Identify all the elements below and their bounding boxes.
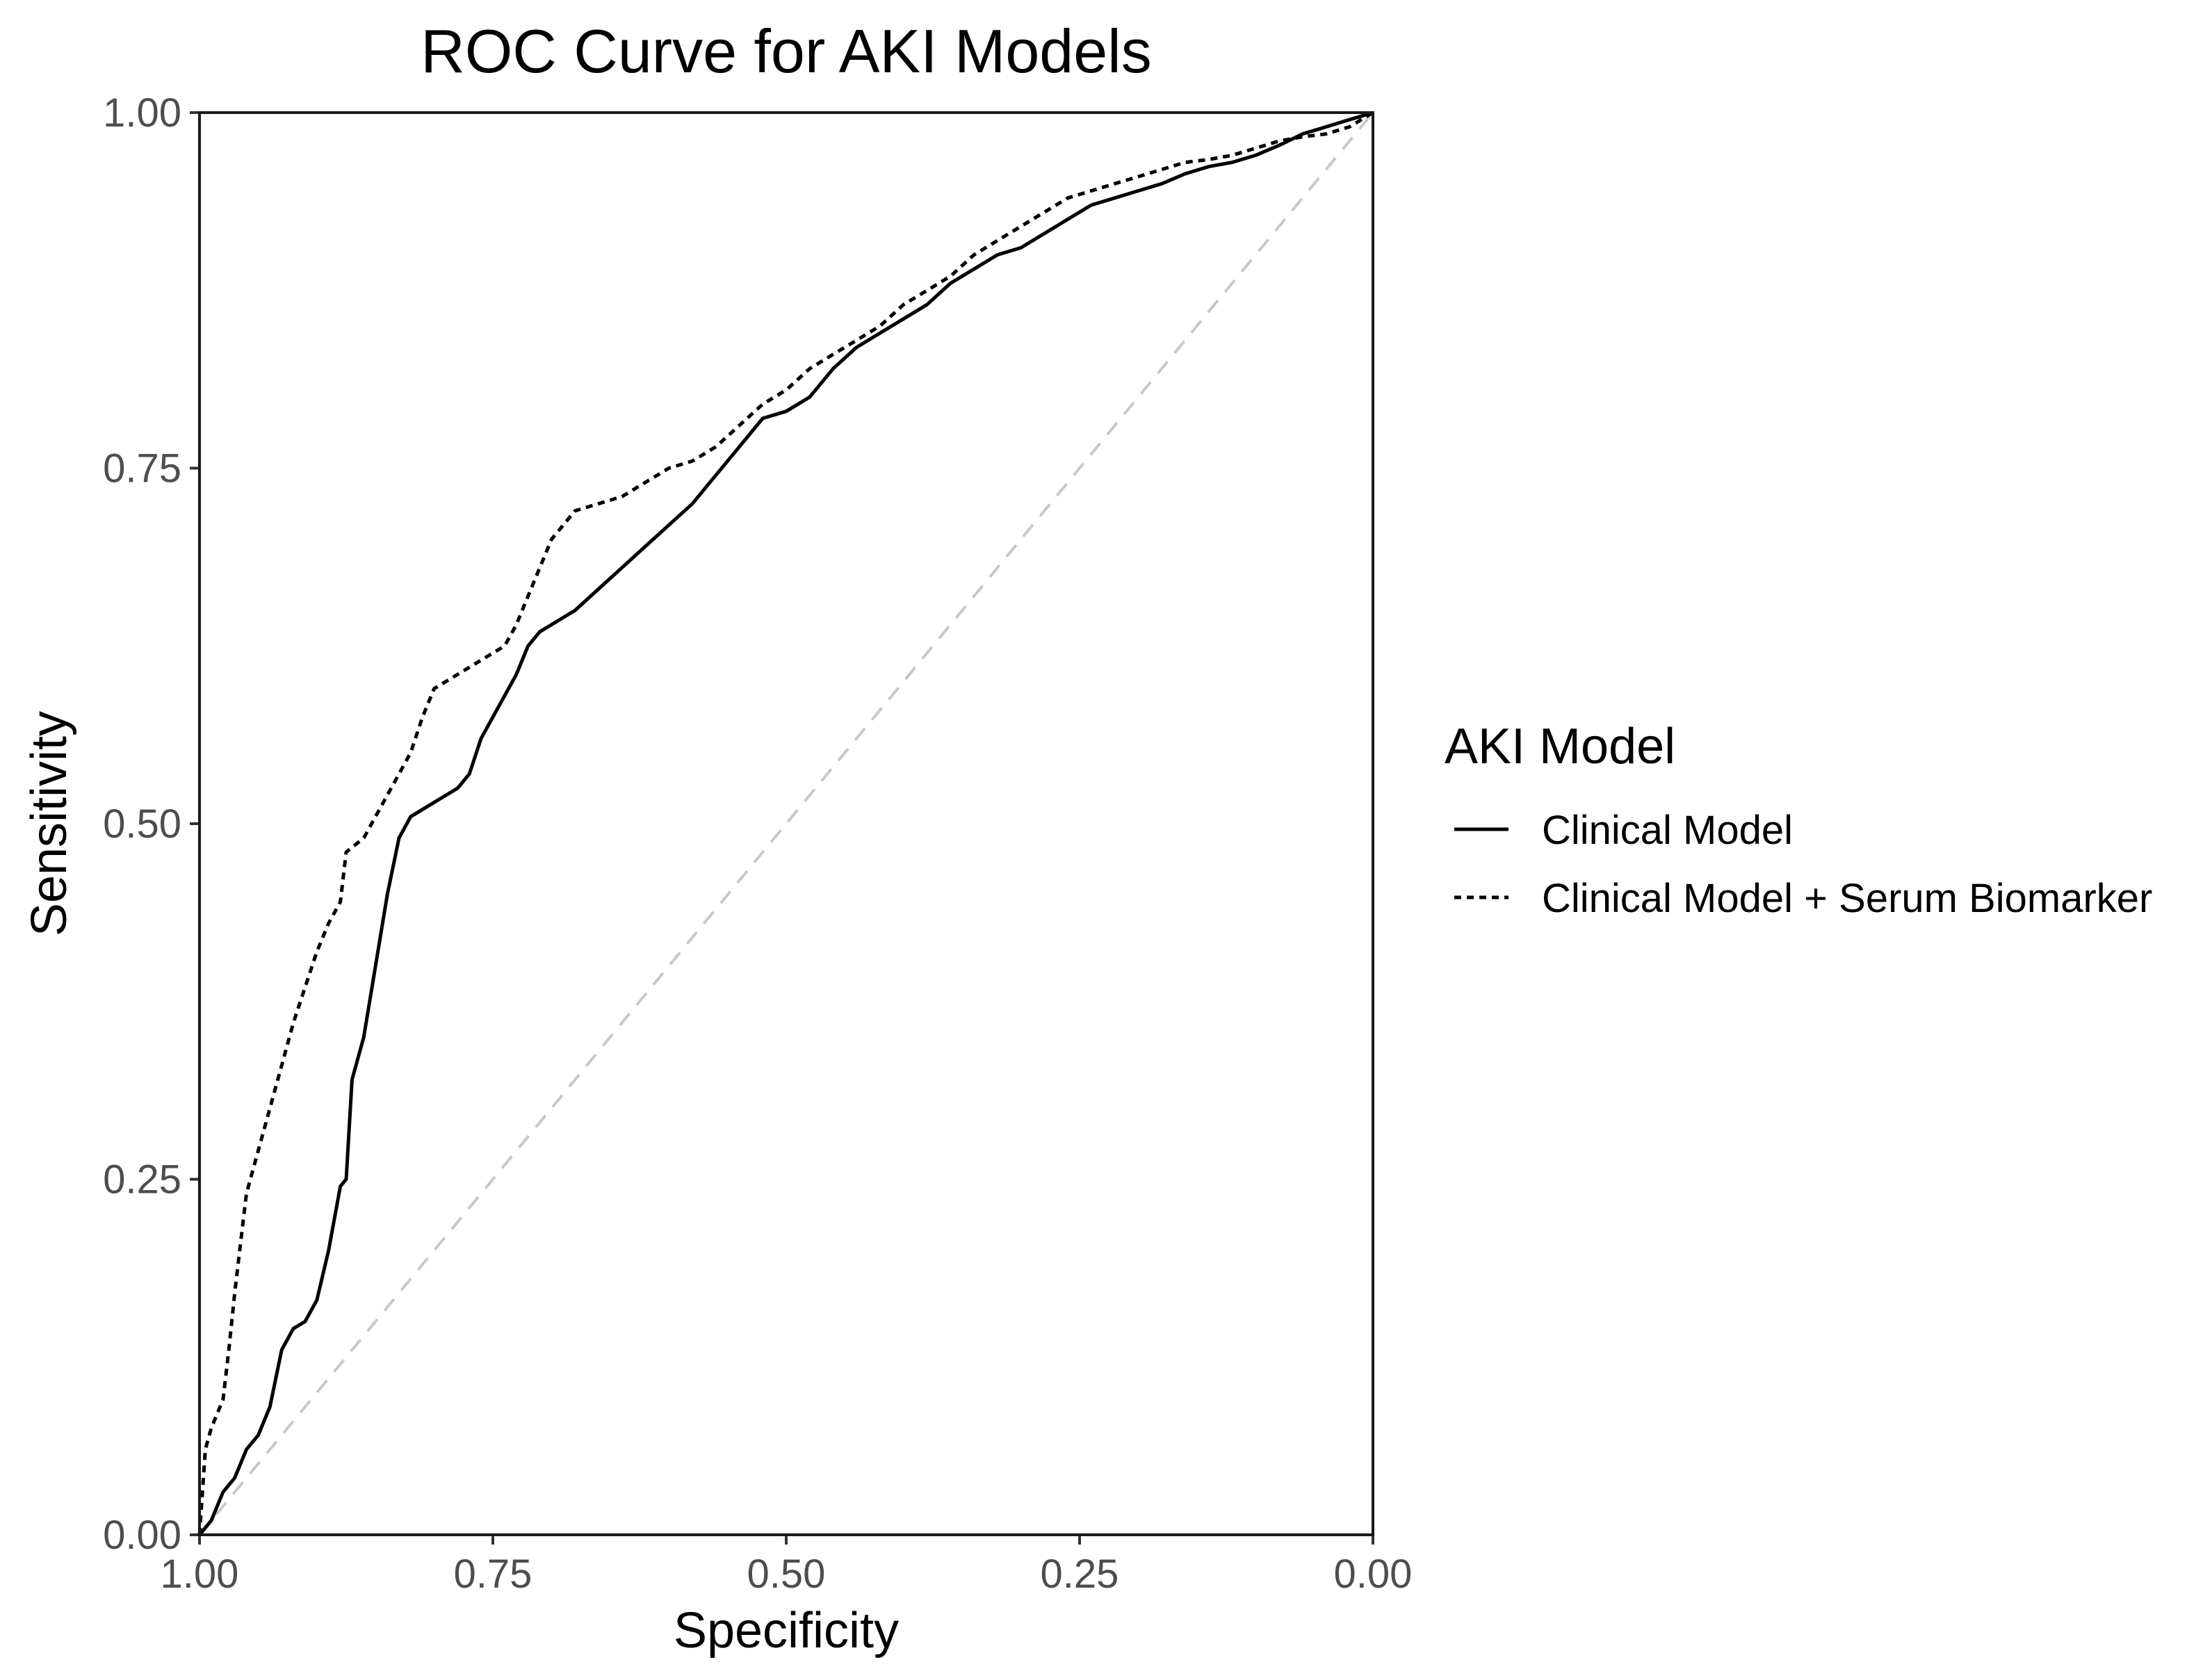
x-axis-ticks: 1.00 0.75 0.50 0.25 0.00 bbox=[161, 1535, 1413, 1597]
legend: AKI Model Clinical Model Clinical Model +… bbox=[1445, 719, 2152, 921]
x-tick-label: 1.00 bbox=[161, 1551, 239, 1597]
x-tick-label: 0.00 bbox=[1334, 1551, 1413, 1597]
y-tick-label: 0.00 bbox=[103, 1513, 181, 1558]
x-tick-label: 0.75 bbox=[454, 1551, 532, 1597]
legend-items: Clinical Model Clinical Model + Serum Bio… bbox=[1454, 808, 2152, 921]
x-axis-title: Specificity bbox=[674, 1603, 899, 1659]
y-tick-label: 0.50 bbox=[103, 801, 181, 847]
chart-title: ROC Curve for AKI Models bbox=[421, 17, 1151, 85]
plot-panel-border bbox=[198, 111, 1374, 1536]
x-tick-label: 0.25 bbox=[1041, 1551, 1119, 1597]
plot-lines bbox=[197, 111, 1374, 1536]
legend-title: AKI Model bbox=[1445, 719, 1675, 774]
x-tick-label: 0.50 bbox=[747, 1551, 826, 1597]
y-axis-title: Sensitivity bbox=[22, 711, 77, 936]
y-tick-label: 0.75 bbox=[103, 446, 181, 491]
legend-label-clinical-model: Clinical Model bbox=[1542, 808, 1793, 853]
legend-label-clinical-model-serum-biomarker: Clinical Model + Serum Biomarker bbox=[1542, 876, 2152, 921]
y-tick-label: 0.25 bbox=[103, 1157, 181, 1203]
y-axis-ticks: 0.00 0.25 0.50 0.75 1.00 bbox=[103, 90, 200, 1558]
y-tick-label: 1.00 bbox=[103, 90, 181, 136]
series-line-clinical-model-serum-biomarker bbox=[197, 111, 1374, 1536]
series-line-clinical-model bbox=[198, 111, 1374, 1536]
chance-reference-line bbox=[198, 111, 1374, 1536]
